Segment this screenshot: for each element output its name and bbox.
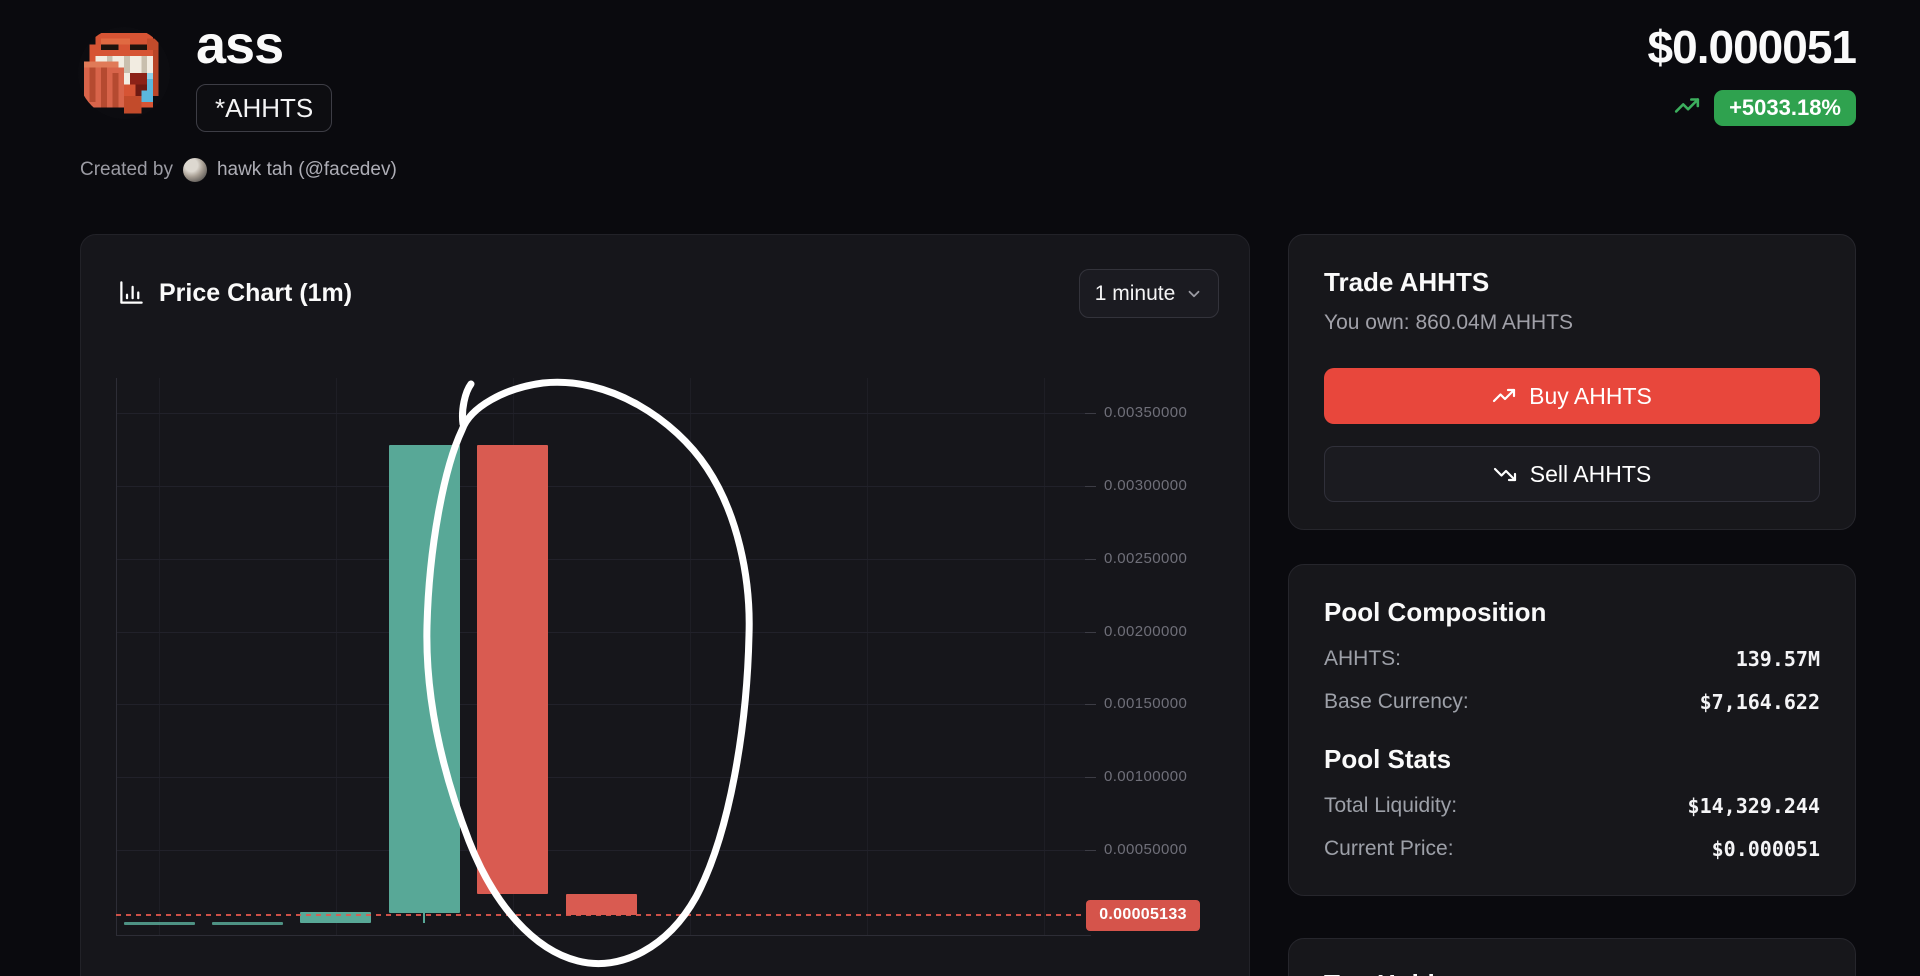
y-axis-label: 0.00200000 [1104,622,1188,640]
pool-row-value: $14,329.244 [1687,794,1820,818]
y-tick [1085,558,1096,560]
pool-row-label: Current Price: [1324,837,1454,860]
created-by-label: Created by [80,159,173,180]
x-axis-line [116,935,1091,936]
holdings-text: You own: 860.04M AHHTS [1324,311,1574,334]
y-gridline [116,850,1091,852]
current-price-tag: 0.00005133 [1086,899,1200,931]
creator-avatar [182,158,207,182]
pool-row: AHHTS: 139.57M [1324,647,1820,671]
x-gridline [867,378,868,936]
pool-row-label: Base Currency: [1324,690,1469,713]
y-axis-label: 0.00300000 [1104,476,1188,494]
x-gridline [1044,378,1045,936]
y-tick [1085,850,1096,852]
token-price: $0.000051 [1647,21,1857,73]
price-chart-card: Price Chart (1m) 1 minute 0.00005133 0.0… [80,234,1250,976]
y-axis-line [116,378,117,936]
pool-row-value: $0.000051 [1711,837,1820,861]
timeframe-value: 1 minute [1094,281,1176,305]
pixel-face-image [78,27,170,119]
price-change-badge: +5033.18% [1714,90,1856,126]
price-change-row: +5033.18% [1674,90,1856,126]
creator-name: hawk tah (@facedev) [216,159,397,180]
trending-up-icon [1492,384,1516,408]
top-holders-title: Top Holders [1324,969,1820,976]
candle [565,893,637,916]
x-gridline [690,378,691,936]
chart-plot: 0.00005133 0.00350000 0.00300000 0.0025000… [116,378,1200,936]
y-axis-label: 0.00100000 [1104,768,1188,786]
x-gridline [336,378,337,936]
trend-up-icon [1674,93,1700,124]
trade-card: Trade AHHTS You own: 860.04M AHHTS Buy A… [1288,234,1856,530]
y-gridline [116,412,1091,414]
token-avatar [78,27,170,119]
y-gridline [116,631,1091,633]
chart-column-icon [118,279,145,311]
candle [123,922,195,925]
y-axis-label: 0.00250000 [1104,549,1188,567]
token-name: ass [196,15,284,75]
y-gridline [116,485,1091,487]
y-tick [1085,704,1096,706]
current-price-line [116,914,1091,917]
sell-button-label: Sell AHHTS [1529,460,1652,487]
y-tick [1085,631,1096,633]
pool-row-label: AHHTS: [1324,647,1402,670]
pool-stats-title: Pool Stats [1324,744,1452,774]
x-gridline [159,378,160,936]
y-gridline [116,704,1091,706]
pool-composition-title: Pool Composition [1324,597,1547,627]
pool-row-value: $7,164.622 [1699,690,1820,714]
pool-card: Pool Composition AHHTS: 139.57M Base Cur… [1288,564,1856,896]
pool-row-label: Total Liquidity: [1324,794,1458,817]
y-tick [1085,412,1096,414]
pool-row: Total Liquidity: $14,329.244 [1324,794,1820,818]
y-axis-label: 0.00350000 [1104,403,1188,421]
pool-row-value: 139.57M [1735,647,1820,671]
y-tick [1085,485,1096,487]
y-axis-label: 0.00150000 [1104,695,1188,713]
timeframe-dropdown[interactable]: 1 minute [1079,269,1219,318]
buy-button[interactable]: Buy AHHTS [1324,368,1820,424]
candle [300,911,372,923]
trade-title: Trade AHHTS [1324,267,1490,297]
pool-row: Current Price: $0.000051 [1324,837,1820,861]
pool-row: Base Currency: $7,164.622 [1324,690,1820,714]
y-tick [1085,777,1096,779]
y-gridline [116,777,1091,779]
candle [477,445,549,894]
candle [388,445,460,913]
token-symbol-badge: *AHHTS [196,84,333,132]
top-holders-card: Top Holders [1288,938,1856,976]
y-axis-label: 0.00050000 [1104,841,1188,859]
chevron-down-icon [1185,285,1203,303]
buy-button-label: Buy AHHTS [1529,382,1652,409]
trending-down-icon [1493,462,1517,486]
created-by-row: Created by hawk tah (@facedev) [80,158,397,182]
chart-title: Price Chart (1m) [159,279,353,307]
sell-button[interactable]: Sell AHHTS [1324,446,1820,502]
candle [211,922,283,925]
y-gridline [116,558,1091,560]
